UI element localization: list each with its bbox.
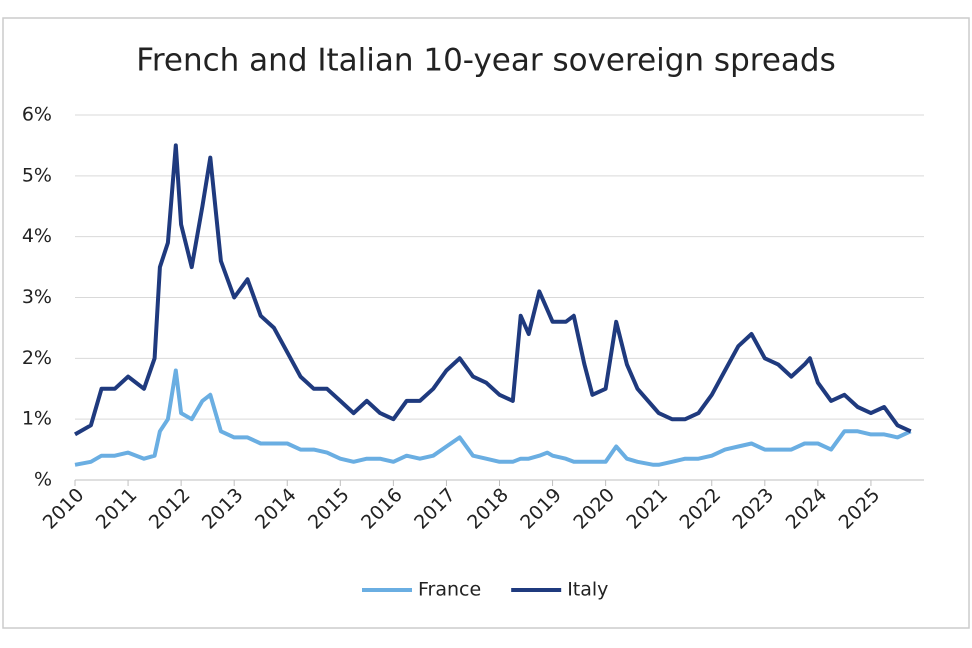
y-tick-label: 1% <box>22 408 52 430</box>
series-line <box>74 368 912 467</box>
legend-label: Italy <box>567 579 608 601</box>
y-tick-label: % <box>34 469 52 491</box>
y-tick-label: 4% <box>22 225 52 247</box>
chart-frame <box>2 17 970 629</box>
y-tick-label: 3% <box>22 286 52 308</box>
y-tick-label: 5% <box>22 164 52 186</box>
legend-label: France <box>418 579 481 601</box>
y-tick-label: 6% <box>22 104 52 126</box>
chart-title: French and Italian 10-year sovereign spr… <box>136 43 835 79</box>
y-tick-label: 2% <box>22 347 52 369</box>
series-line <box>74 143 912 437</box>
